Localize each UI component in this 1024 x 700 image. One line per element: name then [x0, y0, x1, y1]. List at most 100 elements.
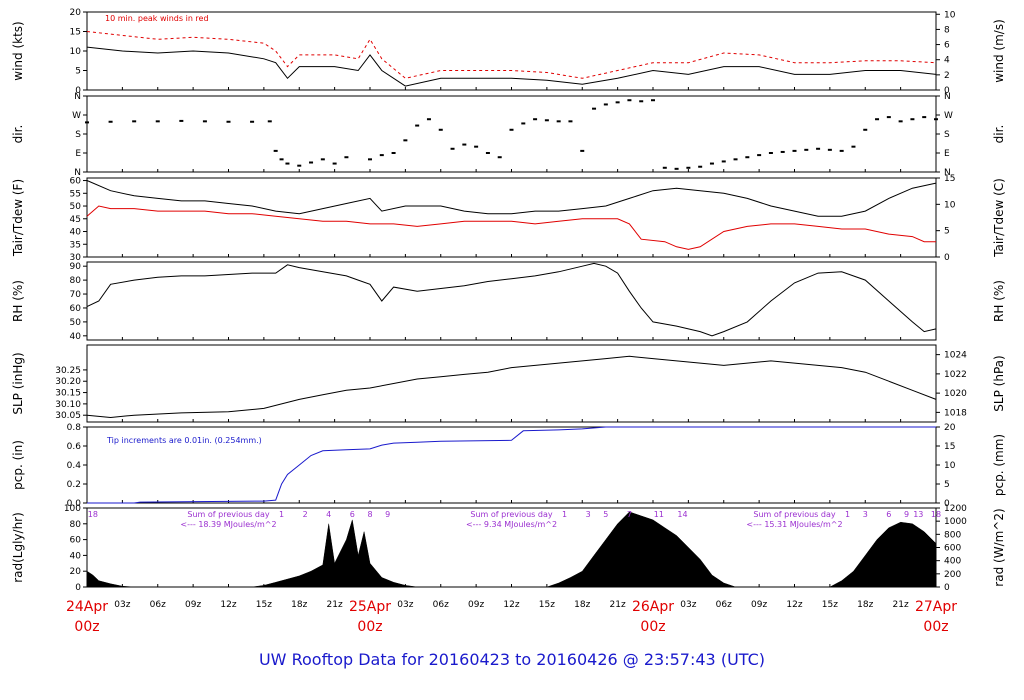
data-point: [804, 148, 809, 151]
x-tick-label: 18z: [574, 600, 590, 610]
y-tick-label: 50: [70, 202, 82, 212]
y2-tick-label: 1200: [944, 504, 967, 514]
series-line: [86, 355, 937, 419]
y-tick-label: 60: [70, 304, 82, 314]
x-tick-label: 03z: [397, 600, 413, 610]
y-tick-label: 30.20: [55, 377, 81, 387]
date-time-label: 00z: [923, 619, 948, 635]
data-point: [603, 103, 608, 106]
x-tick-label: 12z: [220, 600, 236, 610]
data-point: [922, 116, 927, 119]
x-tick-label: 15z: [256, 600, 272, 610]
y2-tick-label: 2: [944, 71, 950, 81]
y2-tick-label: 0: [944, 499, 950, 509]
y2-axis-label: wind (m/s): [992, 19, 1006, 83]
y-tick-label: 5: [75, 67, 81, 77]
data-point: [485, 152, 490, 154]
date-label: 27Apr: [915, 599, 957, 615]
series-line: [86, 46, 937, 87]
data-point: [297, 164, 302, 167]
date-label: 25Apr: [349, 599, 391, 615]
y-tick-label: 90: [70, 262, 82, 272]
data-point: [898, 120, 903, 123]
y2-tick-label: 20: [944, 423, 956, 433]
data-point: [368, 158, 372, 161]
panel-annotation: Tip increments are 0.01in. (0.254mm.): [106, 436, 262, 445]
data-point: [875, 118, 880, 121]
hour-marker: 3: [863, 510, 868, 519]
series-line: [86, 180, 937, 217]
x-tick-label: 12z: [503, 600, 519, 610]
y-tick-label: 30: [70, 253, 82, 263]
data-point: [651, 99, 655, 102]
data-point: [886, 116, 891, 119]
day-sum-value: <--- 15.31 MJoules/m^2: [746, 520, 842, 529]
data-point: [379, 154, 384, 157]
panel-frame: [86, 344, 937, 423]
hour-marker: 9: [385, 510, 390, 519]
y2-tick-label: N: [944, 168, 951, 178]
y2-tick-label: 15: [944, 442, 955, 452]
hour-marker: 3: [586, 510, 591, 519]
data-point: [462, 143, 467, 146]
y-tick-label: 45: [70, 215, 81, 225]
y2-tick-label: 400: [944, 557, 961, 567]
data-point: [415, 124, 420, 127]
data-point: [592, 107, 597, 110]
y2-axis-label: pcp. (mm): [992, 434, 1006, 496]
data-point: [709, 162, 714, 165]
x-tick-label: 09z: [468, 600, 484, 610]
data-point: [250, 120, 255, 123]
hour-marker: 4: [326, 510, 331, 519]
hour-marker: 6: [886, 510, 891, 519]
data-point: [698, 165, 703, 168]
data-point: [403, 139, 408, 142]
data-point: [768, 152, 773, 154]
y2-tick-label: 1000: [944, 517, 967, 527]
x-tick-label: 06z: [433, 600, 449, 610]
day-sum-value: <--- 9.34 MJoules/m^2: [466, 520, 557, 529]
data-point: [863, 128, 868, 131]
date-label: 26Apr: [632, 599, 674, 615]
y2-tick-label: 8: [944, 25, 950, 35]
date-time-label: 00z: [640, 619, 665, 635]
data-point: [568, 120, 573, 123]
y-tick-label: 60: [70, 536, 82, 546]
data-point: [108, 120, 113, 123]
page-title: UW Rooftop Data for 20160423 to 20160426…: [258, 650, 766, 669]
y-tick-label: 0.6: [67, 442, 82, 452]
y-tick-label: N: [74, 168, 81, 178]
x-tick-label: 15z: [822, 600, 838, 610]
data-point: [615, 101, 620, 104]
y-tick-label: 50: [70, 318, 82, 328]
x-tick-label: 21z: [327, 600, 343, 610]
data-point: [780, 150, 785, 153]
y2-axis-label: RH (%): [992, 280, 1006, 322]
y2-tick-label: 5: [944, 480, 950, 490]
y2-tick-label: 1018: [944, 408, 967, 418]
series-line: [87, 426, 936, 504]
series-line: [86, 262, 937, 337]
y2-tick-label: 800: [944, 530, 961, 540]
y-tick-label: 80: [70, 520, 82, 530]
hour-marker: 13: [913, 510, 923, 519]
day-sum-title: Sum of previous day: [753, 510, 835, 519]
hour-marker: 8: [367, 510, 372, 519]
y2-tick-label: 15: [944, 174, 955, 184]
y-tick-label: 0: [75, 86, 81, 96]
hour-marker: 18: [931, 510, 941, 519]
y2-tick-label: 1024: [944, 351, 967, 361]
y-tick-label: S: [75, 130, 81, 140]
y-tick-label: 40: [70, 551, 82, 561]
x-tick-label: 21z: [610, 600, 626, 610]
data-point: [639, 100, 644, 103]
data-point: [851, 145, 856, 148]
data-point: [733, 158, 738, 161]
y-tick-label: 0: [75, 583, 81, 593]
y-tick-label: 40: [70, 228, 82, 238]
y2-tick-label: N: [944, 92, 951, 102]
date-time-label: 00z: [357, 619, 382, 635]
y2-tick-label: 5: [944, 227, 950, 237]
y2-tick-label: 600: [944, 544, 961, 554]
y-tick-label: 0.4: [67, 461, 82, 471]
